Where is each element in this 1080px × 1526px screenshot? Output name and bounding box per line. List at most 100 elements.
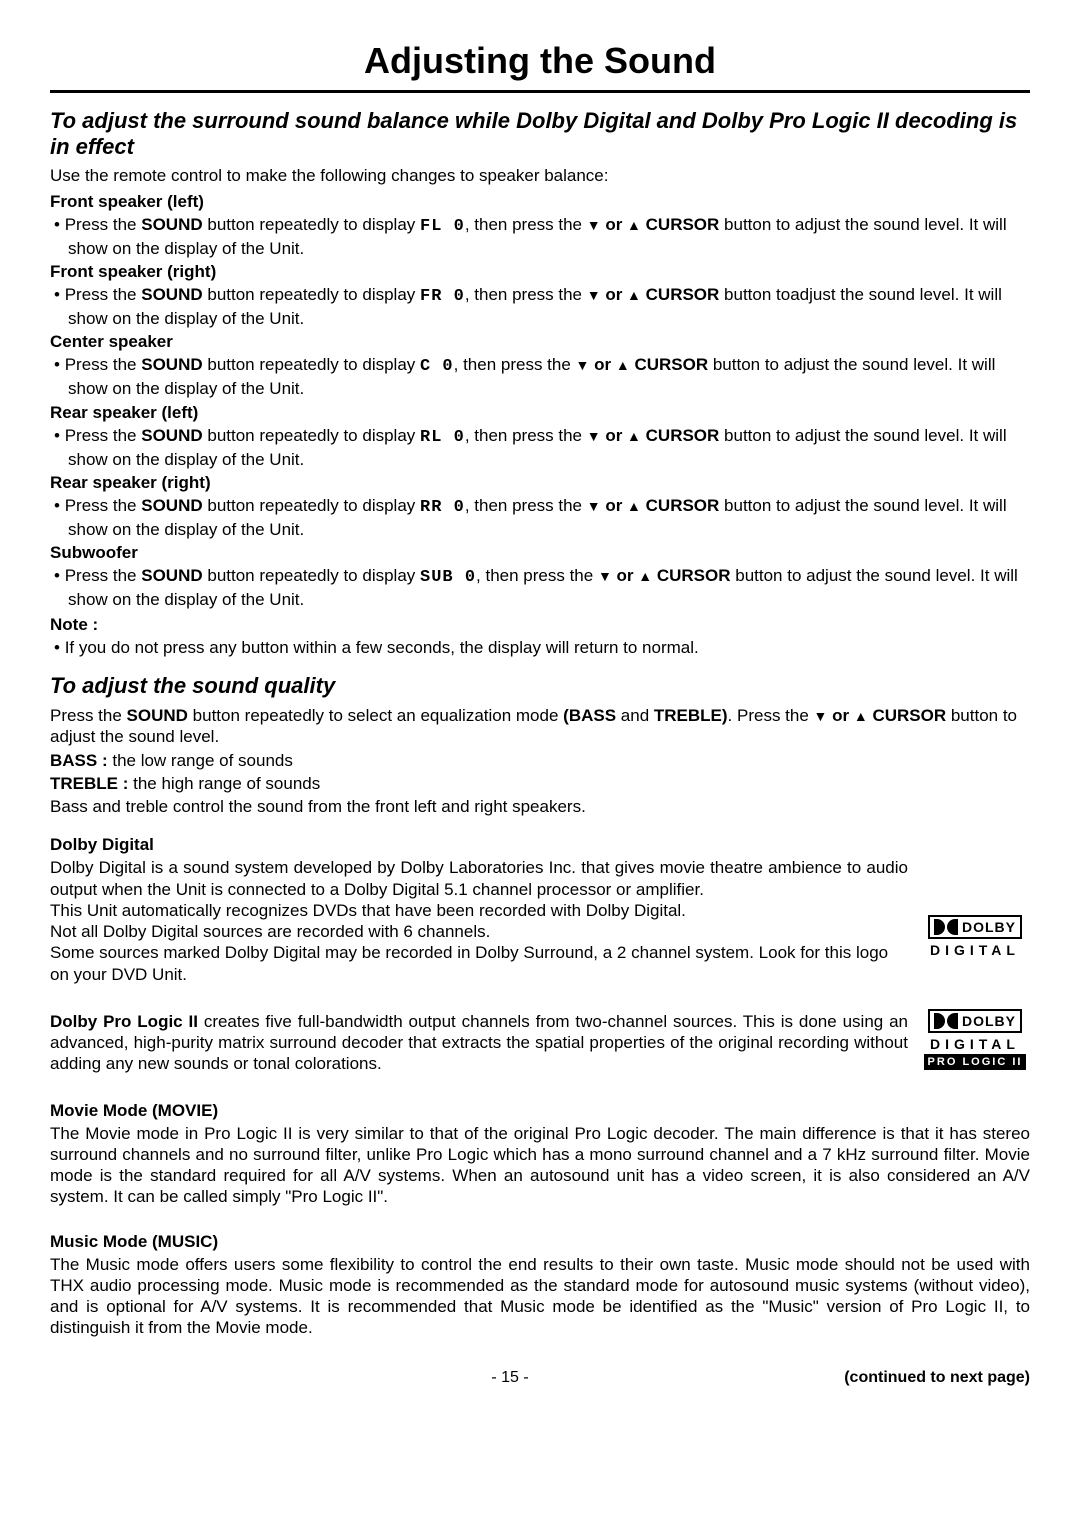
t: Press the	[65, 566, 142, 585]
seg-code: FL 0	[420, 217, 465, 236]
t: (BASS	[563, 706, 616, 725]
dolby-dd-icon	[934, 1013, 958, 1029]
dolby-logo-box: DOLBY	[928, 1009, 1022, 1033]
down-arrow-icon: ▼	[587, 428, 601, 444]
up-arrow-icon: ▲	[627, 498, 641, 514]
seg-code: RL 0	[420, 428, 465, 447]
music-heading: Music Mode (MUSIC)	[50, 1232, 1030, 1252]
speaker-bullet: Press the SOUND button repeatedly to dis…	[50, 284, 1030, 330]
speaker-bullet: Press the SOUND button repeatedly to dis…	[50, 565, 1030, 611]
seg-code: FR 0	[420, 287, 465, 306]
p: Some sources marked Dolby Digital may be…	[50, 942, 908, 985]
t: button repeatedly to display	[203, 426, 420, 445]
page: Adjusting the Sound To adjust the surrou…	[0, 0, 1080, 1417]
t: BASS :	[50, 751, 108, 770]
speaker-label: Front speaker (left)	[50, 192, 1030, 212]
up-arrow-icon: ▲	[854, 708, 868, 724]
t: CURSOR	[657, 566, 731, 585]
speaker-label: Rear speaker (left)	[50, 403, 1030, 423]
up-arrow-icon: ▲	[627, 287, 641, 303]
t: CURSOR	[872, 706, 946, 725]
t: button repeatedly to display	[203, 215, 420, 234]
dolby-digital-text: Dolby Digital is a sound system develope…	[50, 855, 908, 985]
t: or	[601, 426, 627, 445]
t: SOUND	[127, 706, 188, 725]
speaker-bullet: Press the SOUND button repeatedly to dis…	[50, 425, 1030, 471]
speaker-label: Subwoofer	[50, 543, 1030, 563]
seg-code: C 0	[420, 357, 454, 376]
dolby-digital-logo: DOLBY DIGITAL	[920, 915, 1030, 958]
dolby-logo-sub: DIGITAL	[920, 1036, 1030, 1052]
t: or	[601, 496, 627, 515]
bass-line: BASS : the low range of sounds	[50, 750, 1030, 771]
section2-line1: Press the SOUND button repeatedly to sel…	[50, 705, 1030, 748]
t: the high range of sounds	[128, 774, 320, 793]
t: SOUND	[141, 285, 202, 304]
t: or	[612, 566, 638, 585]
t: CURSOR	[646, 496, 720, 515]
t: the low range of sounds	[108, 751, 293, 770]
speaker-bullet: Press the SOUND button repeatedly to dis…	[50, 495, 1030, 541]
speaker-label: Center speaker	[50, 332, 1030, 352]
note-label: Note :	[50, 615, 1030, 635]
bt-note: Bass and treble control the sound from t…	[50, 796, 1030, 817]
t: button repeatedly to display	[203, 285, 420, 304]
dolby-digital-row: Dolby Digital is a sound system develope…	[50, 855, 1030, 985]
section1-heading: To adjust the surround sound balance whi…	[50, 108, 1030, 160]
t: button repeatedly to display	[203, 355, 420, 374]
t: button repeatedly to display	[203, 566, 420, 585]
t: , then press the	[465, 215, 587, 234]
dolby-logo-box: DOLBY	[928, 915, 1022, 939]
t: TREBLE :	[50, 774, 128, 793]
seg-code: SUB 0	[420, 568, 476, 587]
down-arrow-icon: ▼	[814, 708, 828, 724]
t: or	[827, 706, 853, 725]
dolby-logo-sub: DIGITAL	[920, 942, 1030, 958]
t: SOUND	[141, 496, 202, 515]
t: or	[589, 355, 615, 374]
t: CURSOR	[634, 355, 708, 374]
t: Press the	[65, 496, 142, 515]
t: button repeatedly to display	[203, 496, 420, 515]
up-arrow-icon: ▲	[616, 357, 630, 373]
up-arrow-icon: ▲	[638, 568, 652, 584]
movie-heading: Movie Mode (MOVIE)	[50, 1101, 1030, 1121]
t: or	[601, 285, 627, 304]
footer: - 15 - (continued to next page)	[50, 1369, 1030, 1387]
speaker-bullet: Press the SOUND button repeatedly to dis…	[50, 214, 1030, 260]
music-text: The Music mode offers users some flexibi…	[50, 1254, 1030, 1339]
down-arrow-icon: ▼	[587, 498, 601, 514]
down-arrow-icon: ▼	[587, 287, 601, 303]
t: . Press the	[728, 706, 814, 725]
t: SOUND	[141, 566, 202, 585]
movie-text: The Movie mode in Pro Logic II is very s…	[50, 1123, 1030, 1208]
dolby-dd-icon	[934, 919, 958, 935]
down-arrow-icon: ▼	[598, 568, 612, 584]
t: , then press the	[465, 496, 587, 515]
t: DOLBY	[962, 1013, 1016, 1029]
t: CURSOR	[646, 215, 720, 234]
prologic-logo: DOLBY DIGITAL PRO LOGIC II	[920, 1009, 1030, 1070]
t: Press the	[65, 426, 142, 445]
note-bullet: If you do not press any button within a …	[50, 637, 1030, 659]
title-wrap: Adjusting the Sound	[50, 40, 1030, 93]
t: SOUND	[141, 215, 202, 234]
t: Press the	[65, 355, 142, 374]
treble-line: TREBLE : the high range of sounds	[50, 773, 1030, 794]
t: , then press the	[476, 566, 598, 585]
t: , then press the	[454, 355, 576, 374]
page-number: - 15 -	[250, 1369, 770, 1387]
dolby-digital-heading: Dolby Digital	[50, 835, 1030, 855]
speaker-label: Front speaker (right)	[50, 262, 1030, 282]
t: , then press the	[465, 285, 587, 304]
p: This Unit automatically recognizes DVDs …	[50, 900, 908, 921]
t: Dolby Pro Logic II	[50, 1012, 198, 1031]
seg-code: RR 0	[420, 498, 465, 517]
down-arrow-icon: ▼	[576, 357, 590, 373]
t: CURSOR	[646, 426, 720, 445]
section1-intro: Use the remote control to make the follo…	[50, 166, 1030, 186]
t: Press the	[65, 285, 142, 304]
t: DOLBY	[962, 919, 1016, 935]
t: SOUND	[141, 426, 202, 445]
t: button repeatedly to select an equalizat…	[188, 706, 563, 725]
